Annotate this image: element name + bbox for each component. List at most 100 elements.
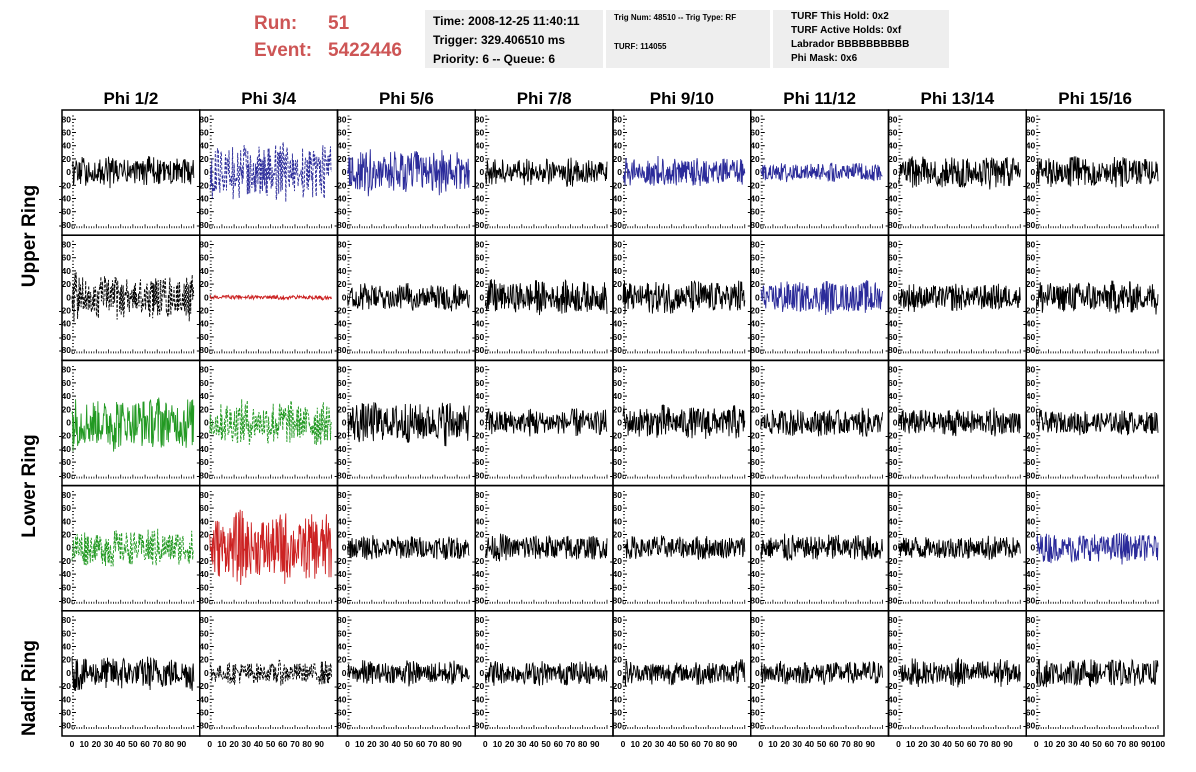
- x-tick-label: 10: [1044, 739, 1054, 749]
- y-tick-label: -40: [196, 569, 209, 579]
- y-tick-label: 20: [888, 404, 898, 414]
- y-tick-label: -80: [885, 721, 898, 731]
- y-tick-label: 80: [888, 365, 898, 375]
- y-tick-label: 60: [475, 628, 485, 638]
- y-tick-label: -20: [1023, 306, 1036, 316]
- x-tick-label: 80: [716, 739, 726, 749]
- y-tick-label: -60: [59, 708, 72, 718]
- y-tick-label: 40: [750, 391, 760, 401]
- x-tick-label: 50: [679, 739, 689, 749]
- y-tick-label: 20: [337, 655, 347, 665]
- x-tick-label: 40: [391, 739, 401, 749]
- y-tick-label: -60: [472, 332, 485, 342]
- y-tick-label: 0: [617, 418, 622, 428]
- y-tick-label: 80: [613, 365, 623, 375]
- y-tick-label: -40: [610, 444, 623, 454]
- y-tick-label: -40: [885, 694, 898, 704]
- x-tick-label: 40: [116, 739, 126, 749]
- trigger-info-box: Trig Num: 48510 -- Trig Type: RF TURF: 1…: [606, 10, 770, 68]
- x-tick-label: 70: [1117, 739, 1127, 749]
- y-tick-label: 60: [475, 503, 485, 513]
- y-tick-label: 0: [66, 668, 71, 678]
- y-tick-label: 60: [1026, 253, 1036, 263]
- y-tick-label: -60: [196, 457, 209, 467]
- y-tick-label: 20: [888, 530, 898, 540]
- turf-info-box: TURF This Hold: 0x2 TURF Active Holds: 0…: [773, 10, 949, 68]
- y-tick-label: 0: [617, 668, 622, 678]
- y-tick-label: 20: [337, 530, 347, 540]
- y-tick-label: 20: [1026, 530, 1036, 540]
- x-tick-label: 30: [379, 739, 389, 749]
- y-tick-label: 60: [613, 253, 623, 263]
- y-tick-label: 0: [66, 418, 71, 428]
- y-tick-label: 60: [199, 128, 209, 138]
- y-tick-label: -60: [334, 582, 347, 592]
- waveform-trace: [898, 535, 1021, 560]
- y-tick-label: 0: [755, 668, 760, 678]
- y-tick-label: -80: [334, 596, 347, 606]
- y-tick-label: -60: [472, 207, 485, 217]
- y-tick-label: -60: [747, 457, 760, 467]
- y-tick-label: -80: [885, 345, 898, 355]
- y-tick-label: 20: [613, 404, 623, 414]
- y-tick-label: -20: [885, 681, 898, 691]
- y-tick-label: 40: [199, 141, 209, 151]
- y-tick-label: -80: [1023, 220, 1036, 230]
- y-tick-label: 40: [337, 642, 347, 652]
- y-tick-label: 20: [475, 154, 485, 164]
- y-tick-label: 40: [1026, 516, 1036, 526]
- time-text: Time: 2008-12-25 11:40:11: [433, 14, 580, 28]
- y-tick-label: -60: [610, 332, 623, 342]
- y-tick-label: -60: [885, 457, 898, 467]
- y-tick-label: -20: [1023, 681, 1036, 691]
- x-tick-label: 10: [768, 739, 778, 749]
- y-tick-label: 80: [888, 615, 898, 625]
- y-tick-label: -40: [334, 694, 347, 704]
- waveform-trace: [347, 402, 470, 447]
- y-tick-label: 40: [199, 516, 209, 526]
- y-tick-label: 40: [613, 516, 623, 526]
- run-value: 51: [328, 13, 350, 34]
- y-tick-label: 40: [337, 141, 347, 151]
- x-tick-label: 70: [841, 739, 851, 749]
- y-tick-label: 20: [613, 655, 623, 665]
- waveform-trace: [484, 661, 608, 686]
- x-tick-label: 50: [128, 739, 138, 749]
- x-tick-label: 90: [728, 739, 738, 749]
- y-tick-label: 0: [480, 167, 485, 177]
- y-tick-label: 40: [888, 642, 898, 652]
- x-tick-label: 40: [254, 739, 264, 749]
- y-tick-label: -80: [59, 721, 72, 731]
- waveform-trace: [760, 407, 883, 437]
- y-tick-label: 80: [62, 615, 72, 625]
- column-title-7: Phi 15/16: [1058, 89, 1132, 108]
- y-tick-label: -40: [472, 694, 485, 704]
- y-tick-label: -80: [747, 721, 760, 731]
- y-tick-label: 40: [199, 642, 209, 652]
- y-tick-label: -20: [472, 681, 485, 691]
- y-tick-label: 80: [613, 615, 623, 625]
- y-tick-label: -60: [610, 708, 623, 718]
- y-tick-label: -80: [1023, 470, 1036, 480]
- y-tick-label: 0: [893, 292, 898, 302]
- column-title-6: Phi 13/14: [921, 89, 995, 108]
- y-tick-label: 60: [750, 628, 760, 638]
- y-tick-label: 60: [750, 253, 760, 263]
- x-tick-label: 20: [918, 739, 928, 749]
- labrador-text: Labrador BBBBBBBBBB: [791, 39, 910, 50]
- y-tick-label: 60: [62, 378, 72, 388]
- x-tick-label: 90: [315, 739, 325, 749]
- x-tick-label: 80: [853, 739, 863, 749]
- column-title-3: Phi 7/8: [517, 89, 572, 108]
- y-tick-label: 60: [337, 253, 347, 263]
- x-tick-label: 20: [780, 739, 790, 749]
- y-tick-label: 20: [337, 154, 347, 164]
- y-tick-label: -40: [334, 444, 347, 454]
- waveform-trace: [209, 659, 332, 686]
- y-tick-label: -80: [334, 345, 347, 355]
- y-tick-label: -80: [747, 220, 760, 230]
- y-tick-label: 20: [750, 154, 760, 164]
- waveform-trace: [484, 157, 608, 188]
- y-tick-label: 80: [475, 240, 485, 250]
